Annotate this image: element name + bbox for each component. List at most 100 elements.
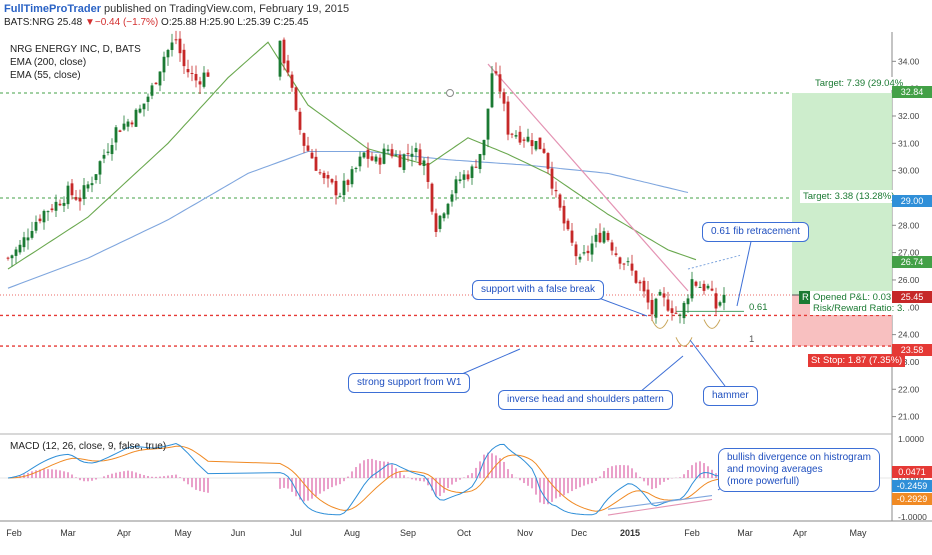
candle-body[interactable] (298, 111, 302, 130)
candle-body[interactable] (362, 152, 366, 158)
candle-body[interactable] (570, 230, 574, 243)
candle-body[interactable] (186, 69, 190, 73)
candle-body[interactable] (546, 153, 550, 169)
candle-body[interactable] (558, 194, 562, 208)
candle-body[interactable] (526, 136, 530, 142)
candle-body[interactable] (682, 302, 686, 319)
candle-body[interactable] (714, 293, 718, 309)
candle-body[interactable] (378, 157, 382, 165)
candle-body[interactable] (130, 122, 134, 125)
candle-body[interactable] (442, 213, 446, 219)
candle-body[interactable] (486, 108, 490, 140)
candle-body[interactable] (22, 237, 26, 248)
candle-body[interactable] (190, 72, 194, 74)
candle-body[interactable] (142, 103, 146, 110)
candle-body[interactable] (614, 253, 618, 256)
candle-body[interactable] (206, 72, 210, 77)
candle-body[interactable] (426, 162, 430, 182)
candle-body[interactable] (522, 139, 526, 141)
candle-body[interactable] (642, 280, 646, 292)
candle-body[interactable] (286, 60, 290, 73)
candle-body[interactable] (146, 96, 150, 102)
candle-body[interactable] (466, 174, 470, 180)
candle-body[interactable] (398, 154, 402, 168)
candle-body[interactable] (554, 189, 558, 192)
candle-body[interactable] (502, 92, 506, 104)
candle-body[interactable] (670, 308, 674, 314)
candle-body[interactable] (582, 252, 586, 254)
divergence-line-ma[interactable] (607, 495, 713, 510)
candle-body[interactable] (470, 166, 474, 178)
candle-body[interactable] (194, 73, 198, 81)
candle-body[interactable] (474, 166, 478, 168)
candle-body[interactable] (506, 101, 510, 135)
candle-body[interactable] (62, 202, 66, 206)
candle-body[interactable] (418, 149, 422, 166)
candle-body[interactable] (662, 293, 666, 298)
note-hammer[interactable]: hammer (703, 386, 758, 406)
brand-link[interactable]: FullTimeProTrader (4, 3, 101, 15)
candle-body[interactable] (370, 156, 374, 161)
candle-body[interactable] (110, 144, 114, 155)
candle-body[interactable] (586, 250, 590, 254)
candle-body[interactable] (462, 174, 466, 180)
candle-body[interactable] (650, 299, 654, 315)
candle-body[interactable] (334, 180, 338, 196)
candle-body[interactable] (674, 312, 678, 314)
candle-body[interactable] (618, 257, 622, 264)
candle-body[interactable] (414, 148, 418, 153)
candle-body[interactable] (562, 205, 566, 224)
candle-body[interactable] (162, 56, 166, 73)
candle-body[interactable] (170, 42, 174, 50)
candle-body[interactable] (102, 154, 106, 159)
candle-body[interactable] (390, 149, 394, 157)
candle-body[interactable] (490, 73, 494, 108)
candle-body[interactable] (494, 71, 498, 74)
candle-body[interactable] (514, 135, 518, 137)
candle-body[interactable] (14, 249, 18, 256)
candle-body[interactable] (18, 244, 22, 253)
candle-body[interactable] (518, 131, 522, 143)
candle-body[interactable] (666, 299, 670, 311)
candle-body[interactable] (122, 123, 126, 130)
candle-body[interactable] (310, 152, 314, 159)
candle-body[interactable] (574, 244, 578, 257)
candle-body[interactable] (454, 179, 458, 194)
candle-body[interactable] (326, 175, 330, 179)
candle-body[interactable] (422, 160, 426, 167)
candle-body[interactable] (138, 108, 142, 113)
candle-body[interactable] (406, 153, 410, 155)
downtrend-line[interactable] (487, 63, 689, 292)
candle-body[interactable] (54, 201, 58, 211)
candle-body[interactable] (722, 294, 726, 303)
candle-body[interactable] (90, 183, 94, 186)
candle-body[interactable] (98, 161, 102, 175)
candle-body[interactable] (542, 148, 546, 153)
macd-signal-line[interactable] (7, 445, 725, 512)
candle-body[interactable] (630, 263, 634, 271)
line-handle[interactable] (446, 89, 454, 98)
candle-body[interactable] (114, 127, 118, 143)
candle-body[interactable] (718, 302, 722, 306)
candle-body[interactable] (646, 289, 650, 303)
candle-body[interactable] (322, 172, 326, 179)
candle-body[interactable] (702, 283, 706, 291)
candle-body[interactable] (30, 231, 34, 238)
candle-body[interactable] (602, 231, 606, 243)
note-false-break[interactable]: support with a false break (472, 280, 604, 300)
candle-body[interactable] (94, 174, 98, 181)
candle-body[interactable] (290, 74, 294, 88)
candle-body[interactable] (482, 139, 486, 156)
candle-body[interactable] (698, 286, 702, 288)
candle-body[interactable] (346, 180, 350, 185)
candle-body[interactable] (342, 180, 346, 196)
candle-body[interactable] (338, 195, 342, 197)
candle-body[interactable] (402, 154, 406, 170)
candle-body[interactable] (354, 167, 358, 169)
candle-body[interactable] (26, 237, 30, 241)
candle-body[interactable] (358, 156, 362, 167)
candle-body[interactable] (38, 218, 42, 222)
candle-body[interactable] (530, 140, 534, 147)
fib-extension[interactable] (687, 254, 741, 270)
